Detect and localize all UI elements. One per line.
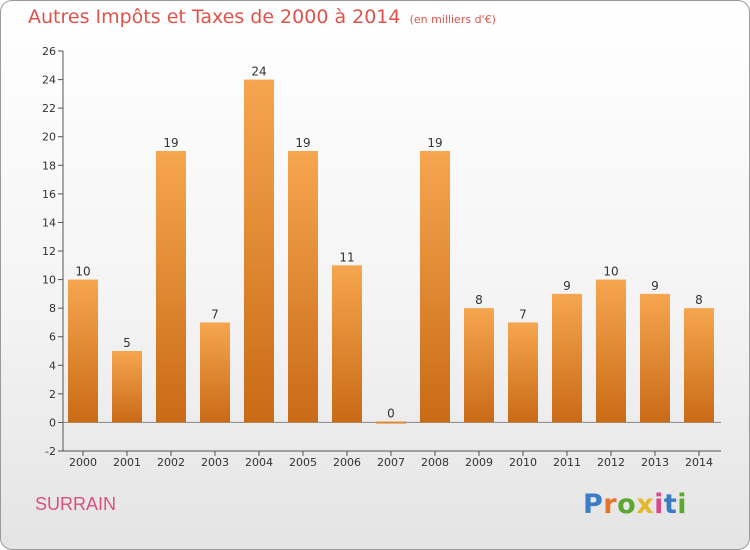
proxiti-logo: Proxiti [583, 489, 687, 520]
logo-letter: x [636, 489, 655, 520]
chart-title-block: Autres Impôts et Taxes de 2000 à 2014 (e… [28, 6, 496, 28]
data-label: 11 [339, 250, 354, 264]
bar [596, 279, 626, 423]
x-tick-label: 2014 [685, 456, 713, 469]
x-tick-label: 2005 [289, 456, 317, 469]
logo-letter: i [677, 489, 688, 520]
logo-letter: o [617, 489, 637, 520]
y-tick-label: -2 [45, 445, 56, 458]
chart-title: Autres Impôts et Taxes de 2000 à 2014 [28, 6, 401, 28]
y-tick-label: 18 [42, 159, 56, 172]
bar [640, 293, 670, 423]
bar [112, 351, 142, 423]
bar [200, 322, 230, 423]
x-tick-label: 2008 [421, 456, 449, 469]
x-tick-label: 2009 [465, 456, 493, 469]
bar [684, 308, 714, 423]
logo-letter: t [663, 489, 678, 520]
bar [332, 265, 362, 423]
data-label: 10 [75, 265, 90, 279]
bar [376, 421, 406, 424]
x-tick-label: 2007 [377, 456, 405, 469]
bar [68, 279, 98, 423]
data-label: 0 [387, 406, 395, 420]
data-label: 19 [163, 136, 178, 150]
x-tick-label: 2002 [157, 456, 185, 469]
y-tick-label: 12 [42, 245, 56, 258]
bar [552, 293, 582, 423]
x-tick-label: 2003 [201, 456, 229, 469]
x-tick-label: 2004 [245, 456, 273, 469]
x-tick-label: 2001 [113, 456, 141, 469]
data-label: 24 [251, 65, 266, 79]
y-tick-label: 26 [42, 45, 56, 58]
bar [244, 79, 274, 423]
data-label: 19 [427, 136, 442, 150]
logo-letter: i [654, 489, 664, 520]
data-label: 9 [563, 279, 571, 293]
data-label: 19 [295, 136, 310, 150]
bar [420, 151, 450, 423]
y-tick-label: 14 [42, 216, 56, 229]
chart-subtitle: (en milliers d'€) [409, 13, 496, 26]
data-label: 8 [475, 293, 483, 307]
y-tick-label: 24 [42, 74, 56, 87]
data-label: 10 [603, 265, 618, 279]
y-tick-label: 20 [42, 131, 56, 144]
data-label: 8 [695, 293, 703, 307]
y-tick-label: 6 [49, 331, 56, 344]
y-tick-label: 0 [49, 416, 56, 429]
commune-name: SURRAIN [35, 494, 117, 514]
x-tick-label: 2010 [509, 456, 537, 469]
y-tick-label: 10 [42, 274, 56, 287]
bars [68, 79, 714, 424]
data-labels: 10 5 19 7 24 19 11 0 19 8 7 9 10 9 8 [75, 65, 702, 421]
y-tick-label: 4 [49, 359, 56, 372]
data-label: 7 [519, 307, 527, 321]
y-tick-label: 2 [49, 388, 56, 401]
logo-letter: P [583, 489, 604, 520]
bar [288, 151, 318, 423]
y-tick-label: 22 [42, 102, 56, 115]
data-label: 9 [651, 279, 659, 293]
logo-letter: r [603, 489, 618, 520]
x-tick-label: 2013 [641, 456, 669, 469]
x-tick-label: 2012 [597, 456, 625, 469]
x-tick-label: 2000 [69, 456, 97, 469]
data-label: 7 [211, 307, 219, 321]
y-tick-label: 16 [42, 188, 56, 201]
y-tick-label: 8 [49, 302, 56, 315]
x-tick-label: 2011 [553, 456, 581, 469]
data-label: 5 [123, 336, 131, 350]
bar [508, 322, 538, 423]
bar [156, 151, 186, 423]
bar [464, 308, 494, 423]
x-tick-label: 2006 [333, 456, 361, 469]
